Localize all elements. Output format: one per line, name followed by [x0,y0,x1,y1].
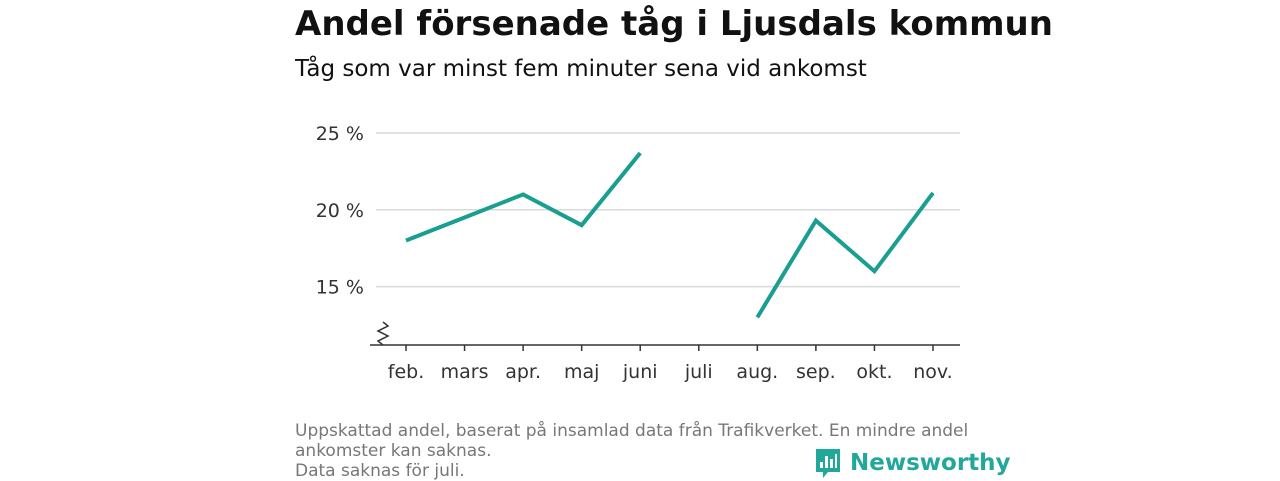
x-tick-label: maj [564,361,599,383]
x-tick-label: nov. [913,361,952,383]
footnote: Uppskattad andel, baserat på insamlad da… [295,421,985,481]
series-line-segment [405,151,642,243]
y-tick-label: 15 % [316,277,364,299]
footnote-missing-data: Data saknas för juli. [295,461,465,481]
x-tick-label: sep. [796,361,836,383]
x-tick-label: juni [622,361,658,383]
y-tick-label: 20 % [316,200,364,222]
x-tick-label: aug. [736,361,778,383]
x-tick-label: juli [684,361,713,383]
chart-subtitle: Tåg som var minst fem minuter sena vid a… [295,56,867,82]
brand-logo: Newsworthy [814,447,1011,479]
chart-title: Andel försenade tåg i Ljusdals kommun [295,4,1053,44]
bar-chart-speech-bubble-icon [816,449,840,478]
footnote-source: Uppskattad andel, baserat på insamlad da… [295,421,969,461]
y-tick-label: 25 % [316,123,364,145]
x-tick-label: feb. [388,361,424,383]
axes [370,321,960,351]
axis-break-icon [376,321,390,346]
x-tick-label: mars [441,361,489,383]
brand-name: Newsworthy [850,450,1011,476]
x-tick-label: apr. [505,361,541,383]
x-tick-label: okt. [856,361,892,383]
series-lines [405,151,935,319]
tick-labels: 15 % 20 % 25 % feb. mars apr. maj juni juli aug. s… [316,123,953,383]
grid-lines [376,132,960,288]
series-line-segment [755,191,935,319]
